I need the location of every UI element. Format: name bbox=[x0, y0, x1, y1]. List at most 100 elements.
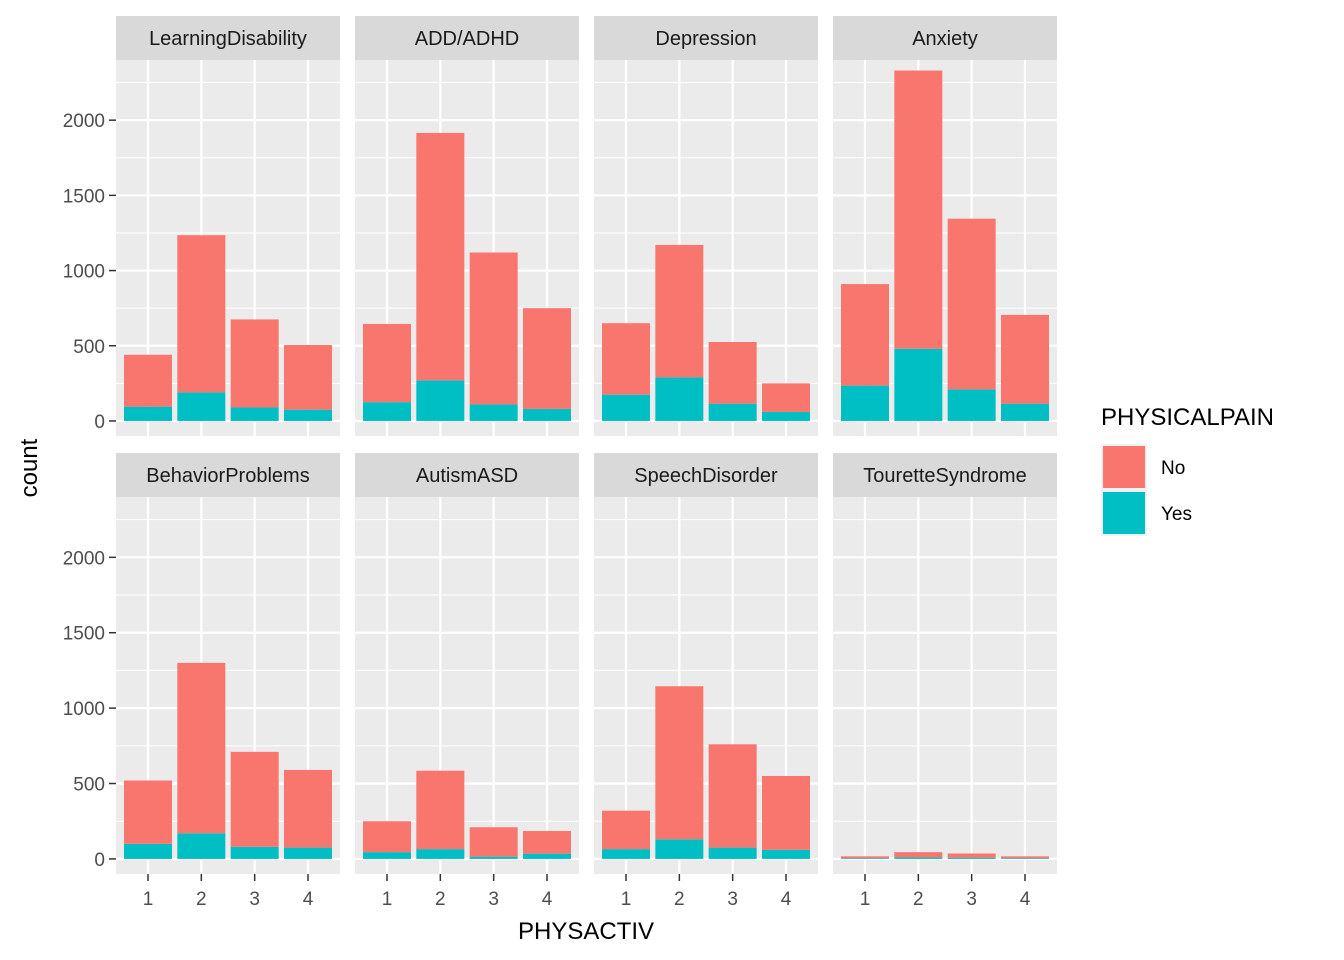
x-tick-label: 4 bbox=[1020, 889, 1031, 910]
legend-key-yes bbox=[1103, 492, 1145, 534]
panel-background bbox=[355, 497, 579, 874]
bar-no bbox=[894, 70, 943, 349]
x-tick-label: 2 bbox=[674, 889, 685, 910]
facet-strip bbox=[116, 453, 340, 497]
bar-no bbox=[177, 235, 226, 393]
facet-strip-label: Depression bbox=[655, 28, 756, 50]
x-axis-title: PHYSACTIV bbox=[518, 918, 654, 945]
bar-yes bbox=[230, 407, 279, 421]
bar-yes bbox=[894, 348, 943, 421]
facet-behaviorproblems: BehaviorProblems bbox=[116, 453, 340, 874]
bar-yes bbox=[523, 408, 571, 421]
bar-no bbox=[708, 342, 757, 404]
bar-no bbox=[363, 323, 411, 403]
x-tick-label: 3 bbox=[727, 889, 738, 910]
bar-no bbox=[894, 852, 943, 858]
bar-no bbox=[469, 252, 518, 405]
bar-yes bbox=[841, 385, 889, 421]
bar-yes bbox=[894, 857, 943, 859]
y-tick-label: 0 bbox=[94, 850, 105, 871]
x-tick-label: 2 bbox=[435, 889, 446, 910]
x-tick-label: 1 bbox=[860, 889, 871, 910]
bar-yes bbox=[762, 849, 810, 859]
facet-autismasd: AutismASD bbox=[355, 453, 579, 874]
bar-no bbox=[469, 827, 518, 857]
facet-panels: LearningDisability ADD/ADHD Depression Anxi… bbox=[116, 16, 1057, 874]
bar-yes bbox=[177, 392, 226, 421]
x-tick-label: 1 bbox=[621, 889, 632, 910]
bar-no bbox=[523, 831, 571, 854]
bar-yes bbox=[124, 406, 172, 421]
bar-no bbox=[230, 751, 279, 847]
bar-yes bbox=[762, 411, 810, 421]
bar-yes bbox=[469, 856, 518, 859]
bar-yes bbox=[416, 849, 465, 859]
bar-no bbox=[284, 769, 332, 848]
bar-no bbox=[841, 856, 889, 859]
x-tick-label: 4 bbox=[542, 889, 553, 910]
bar-no bbox=[947, 218, 996, 390]
facet-add-adhd: ADD/ADHD bbox=[355, 16, 579, 436]
bar-no bbox=[1001, 856, 1049, 859]
panel-background bbox=[833, 497, 1057, 874]
facet-tourettesyndrome: TouretteSyndrome bbox=[833, 453, 1057, 874]
bar-yes bbox=[947, 389, 996, 421]
legend-label-yes: Yes bbox=[1161, 504, 1192, 525]
facet-strip-label: SpeechDisorder bbox=[634, 465, 778, 487]
bar-no bbox=[947, 853, 996, 858]
facet-strip-label: TouretteSyndrome bbox=[863, 465, 1026, 487]
legend-key-no bbox=[1103, 446, 1145, 488]
bar-no bbox=[284, 345, 332, 410]
y-tick-label: 1000 bbox=[63, 699, 105, 720]
facet-strip bbox=[355, 16, 579, 60]
legend-label-no: No bbox=[1161, 458, 1185, 479]
bar-yes bbox=[708, 403, 757, 421]
bar-no bbox=[1001, 314, 1049, 404]
bar-no bbox=[416, 770, 465, 850]
facet-speechdisorder: SpeechDisorder bbox=[594, 453, 818, 874]
bar-yes bbox=[363, 402, 411, 421]
bar-no bbox=[124, 780, 172, 844]
bar-no bbox=[762, 383, 810, 412]
y-tick-label: 1500 bbox=[63, 186, 105, 207]
bar-no bbox=[177, 662, 226, 834]
x-tick-label: 4 bbox=[781, 889, 792, 910]
y-axis-title: count bbox=[16, 438, 43, 497]
facet-anxiety: Anxiety bbox=[833, 16, 1057, 436]
facet-strip-label: BehaviorProblems bbox=[146, 465, 309, 487]
bar-yes bbox=[284, 847, 332, 859]
facet-strip bbox=[594, 16, 818, 60]
facet-depression: Depression bbox=[594, 16, 818, 436]
bar-yes bbox=[602, 394, 650, 421]
x-tick-label: 3 bbox=[488, 889, 499, 910]
bar-yes bbox=[284, 409, 332, 421]
facet-strip bbox=[116, 16, 340, 60]
bar-yes bbox=[416, 380, 465, 421]
x-tick-label: 2 bbox=[196, 889, 207, 910]
bar-yes bbox=[523, 853, 571, 859]
bar-yes bbox=[230, 846, 279, 859]
x-tick-label: 1 bbox=[382, 889, 393, 910]
y-tick-label: 2000 bbox=[63, 548, 105, 569]
bar-yes bbox=[363, 852, 411, 859]
bar-no bbox=[602, 323, 650, 395]
bar-no bbox=[841, 284, 889, 386]
facet-strip-label: ADD/ADHD bbox=[415, 28, 519, 50]
y-axes: 0 500 1000 1500 2000 0 500 1000 1500 2000 bbox=[63, 111, 116, 871]
y-tick-label: 1500 bbox=[63, 624, 105, 645]
facet-strip-label: Anxiety bbox=[912, 28, 978, 50]
bar-no bbox=[655, 244, 704, 378]
facet-strip bbox=[833, 453, 1057, 497]
bar-no bbox=[416, 132, 465, 381]
y-tick-label: 500 bbox=[73, 337, 105, 358]
bar-yes bbox=[655, 839, 704, 859]
y-tick-label: 500 bbox=[73, 775, 105, 796]
legend-title: PHYSICALPAIN bbox=[1101, 404, 1274, 431]
bar-yes bbox=[655, 377, 704, 421]
facet-strip-label: AutismASD bbox=[416, 465, 518, 487]
x-tick-label: 3 bbox=[966, 889, 977, 910]
bar-yes bbox=[602, 849, 650, 859]
bar-yes bbox=[841, 858, 889, 859]
bar-no bbox=[708, 744, 757, 848]
